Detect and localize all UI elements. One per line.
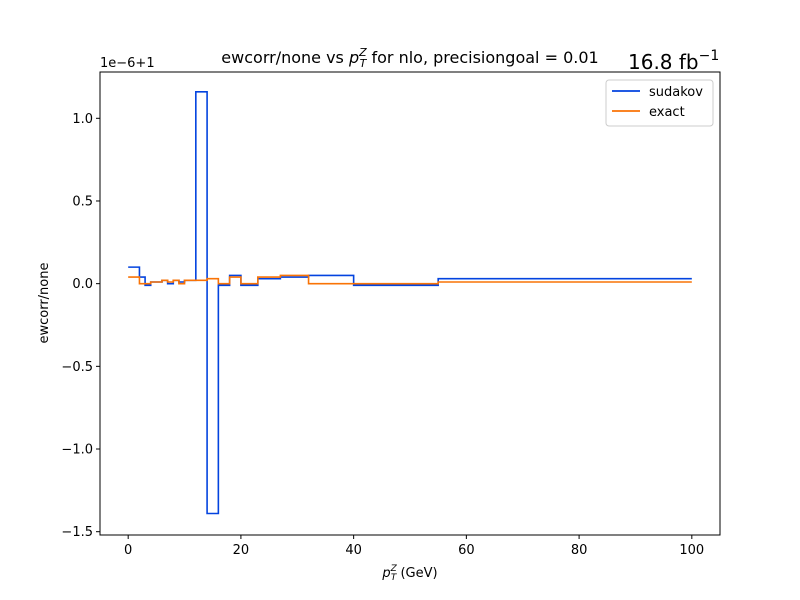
y-tick-label: 0.5: [72, 194, 93, 209]
lumi-label: 16.8 fb−1: [628, 48, 719, 74]
chart-title: ewcorr/none vs pZ T for nlo, precisiongoa…: [221, 46, 598, 70]
x-tick-label: 60: [458, 543, 475, 558]
legend-label-sudakov: sudakov: [649, 85, 703, 100]
legend-label-exact: exact: [649, 105, 685, 120]
plot-frame: [99, 71, 721, 536]
x-tick-label: 40: [345, 543, 362, 558]
x-tick-label: 100: [679, 543, 704, 558]
series-line-sudakov: [128, 91, 692, 515]
x-axis: 0 20 40 60 80 100: [124, 535, 704, 558]
plot-area: [99, 71, 721, 536]
legend: sudakov exact: [605, 79, 714, 127]
y-tick-label: 0.0: [72, 277, 93, 292]
x-axis-label: pZ T (GeV): [381, 564, 437, 583]
x-tick-label: 20: [233, 543, 250, 558]
x-tick-label: 80: [571, 543, 588, 558]
series-layer: [128, 91, 692, 515]
y-tick-label: 1.0: [72, 112, 93, 127]
series-line-exact: [128, 274, 692, 285]
y-offset-text: 1e−6+1: [100, 56, 155, 71]
y-axis: −1.5 −1.0 −0.5 0.0 0.5 1.0: [61, 112, 100, 540]
y-tick-label: −0.5: [61, 360, 93, 375]
y-tick-label: −1.0: [61, 443, 93, 458]
y-axis-label: ewcorr/none: [37, 262, 52, 343]
x-tick-label: 0: [124, 543, 132, 558]
y-tick-label: −1.5: [61, 525, 93, 540]
